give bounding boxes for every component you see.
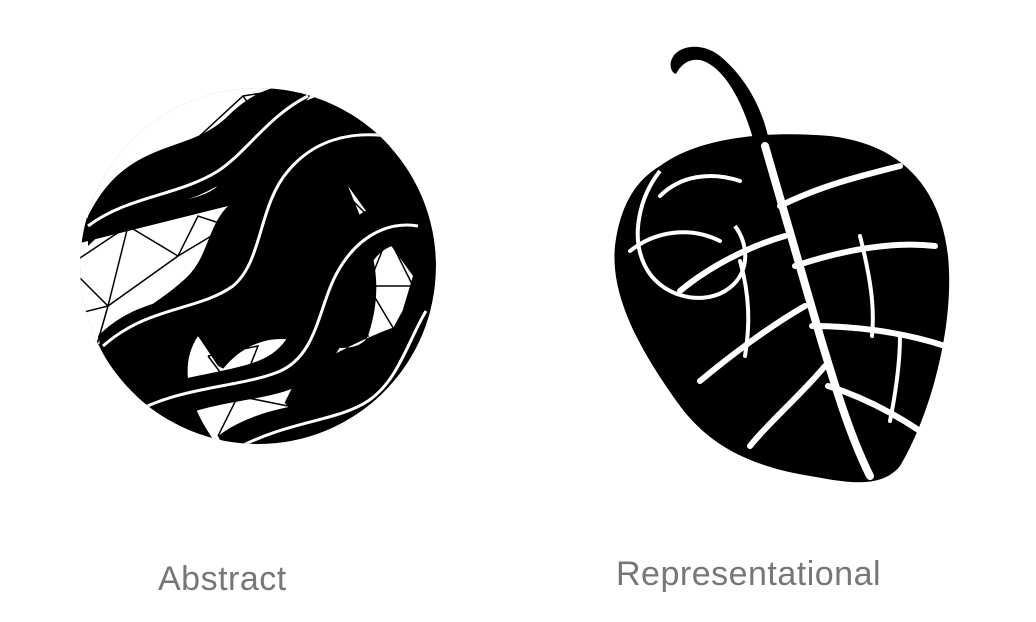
abstract-wave-circle-icon [68, 76, 448, 456]
leaf-icon [600, 36, 960, 496]
caption-abstract: Abstract [158, 560, 287, 598]
caption-representational: Representational [616, 555, 882, 593]
